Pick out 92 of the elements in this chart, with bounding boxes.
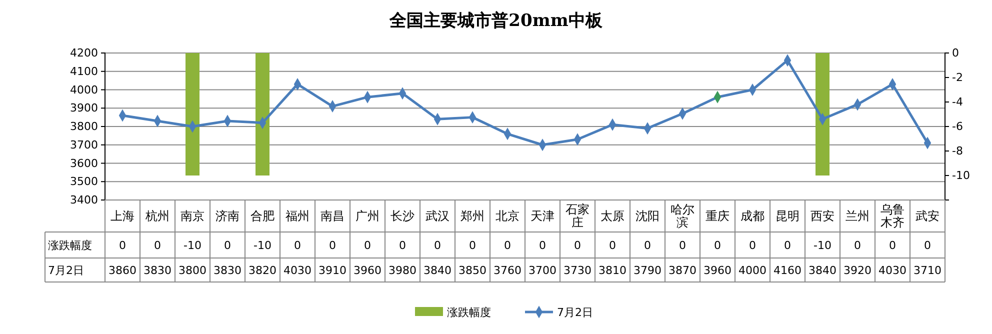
x-tick-label: 武汉 <box>426 209 450 223</box>
x-tick-label: 济南 <box>216 209 240 223</box>
x-tick-label: 昆明 <box>776 209 800 223</box>
data-label: 0 <box>644 239 651 252</box>
y2-tick-label: 0 <box>952 46 959 60</box>
data-label: 0 <box>294 239 301 252</box>
data-label: 3840 <box>424 264 452 277</box>
x-tick-label: 南京 <box>180 209 204 223</box>
x-tick-label: 重庆 <box>706 209 730 223</box>
data-label: 3730 <box>564 264 592 277</box>
x-tick-label: 北京 <box>496 209 520 223</box>
data-label: 4030 <box>284 264 312 277</box>
x-tick-label: 广州 <box>356 209 380 223</box>
x-tick-label: 太原 <box>600 209 624 223</box>
data-label: 0 <box>714 239 721 252</box>
legend-label: 涨跌幅度 <box>447 306 491 319</box>
y-tick-label: 3700 <box>70 138 98 152</box>
y-tick-label: 4000 <box>70 83 98 96</box>
legend-label: 7月2日 <box>557 306 593 319</box>
data-label: 0 <box>469 239 476 252</box>
y2-tick-label: -4 <box>952 96 963 109</box>
y-tick-label: 3800 <box>70 120 98 134</box>
y-tick-label: 3500 <box>70 175 98 188</box>
data-label: -10 <box>254 239 272 252</box>
data-label: 3910 <box>318 264 346 277</box>
y-tick-label: 3900 <box>70 102 98 115</box>
data-label: 0 <box>399 239 406 252</box>
x-tick-label: 福州 <box>286 209 310 223</box>
data-label: 0 <box>154 239 161 252</box>
data-label: 3700 <box>528 264 556 277</box>
data-label: 3960 <box>704 264 732 277</box>
data-label: 3830 <box>144 264 172 277</box>
data-label: 0 <box>889 239 896 252</box>
y-tick-label: 4200 <box>70 46 98 60</box>
data-label: 3980 <box>388 264 416 277</box>
x-tick-label: 天津 <box>530 209 554 223</box>
text: 涨跌幅度 <box>48 239 92 252</box>
data-label: 0 <box>854 239 861 252</box>
y2-tick-label: -10 <box>952 169 970 182</box>
data-label: 0 <box>119 239 126 252</box>
data-label: 3840 <box>808 264 836 277</box>
x-tick-label: 西安 <box>810 209 834 223</box>
data-label: 4030 <box>878 264 906 277</box>
data-label: 3810 <box>598 264 626 277</box>
x-tick-label: 成都 <box>740 209 764 223</box>
data-label: 0 <box>749 239 756 252</box>
data-label: -10 <box>184 239 202 252</box>
y-tick-label: 3400 <box>70 194 98 207</box>
data-label: 0 <box>504 239 511 252</box>
data-label: 0 <box>679 239 686 252</box>
y-tick-label: 4100 <box>70 64 98 78</box>
data-label: 0 <box>574 239 581 252</box>
data-label: 0 <box>539 239 546 252</box>
data-label: 3760 <box>494 264 522 277</box>
data-label: 3820 <box>248 264 276 277</box>
data-label: 3790 <box>634 264 662 277</box>
x-tick-label: 长沙 <box>390 209 414 223</box>
data-label: -10 <box>814 239 832 252</box>
x-tick-label: 乌鲁木齐 <box>880 202 904 230</box>
x-tick-label: 合肥 <box>250 209 274 223</box>
y2-tick-label: -2 <box>952 71 963 84</box>
x-tick-label: 南昌 <box>320 209 344 223</box>
x-tick-label: 武安 <box>916 209 940 223</box>
data-label: 3920 <box>844 264 872 277</box>
text: 7月2日 <box>48 264 84 277</box>
x-tick-label: 上海 <box>110 209 134 223</box>
y2-tick-label: -8 <box>952 144 963 158</box>
data-label: 4160 <box>774 264 802 277</box>
y2-tick-label: -6 <box>952 120 963 134</box>
data-label: 3710 <box>914 264 942 277</box>
x-tick-label: 杭州 <box>144 209 170 223</box>
data-label: 3830 <box>214 264 242 277</box>
data-label: 3960 <box>354 264 382 277</box>
data-label: 4000 <box>738 264 766 277</box>
x-tick-label: 兰州 <box>846 209 870 223</box>
data-label: 0 <box>224 239 231 252</box>
data-label: 0 <box>364 239 371 252</box>
x-tick-label: 沈阳 <box>636 209 660 223</box>
data-label: 3870 <box>668 264 696 277</box>
x-tick-label: 哈尔滨 <box>670 202 694 230</box>
data-label: 3860 <box>108 264 136 277</box>
data-label: 0 <box>784 239 791 252</box>
data-label: 0 <box>609 239 616 252</box>
data-label: 3800 <box>178 264 206 277</box>
chart-title: 全国主要城市普20mm中板 <box>388 10 604 31</box>
data-label: 0 <box>329 239 336 252</box>
x-tick-label: 郑州 <box>460 209 484 223</box>
x-tick-label: 石家庄 <box>566 202 590 230</box>
data-label: 3850 <box>458 264 486 277</box>
data-label: 0 <box>924 239 931 252</box>
data-label: 0 <box>434 239 441 252</box>
y-tick-label: 3600 <box>70 156 98 170</box>
